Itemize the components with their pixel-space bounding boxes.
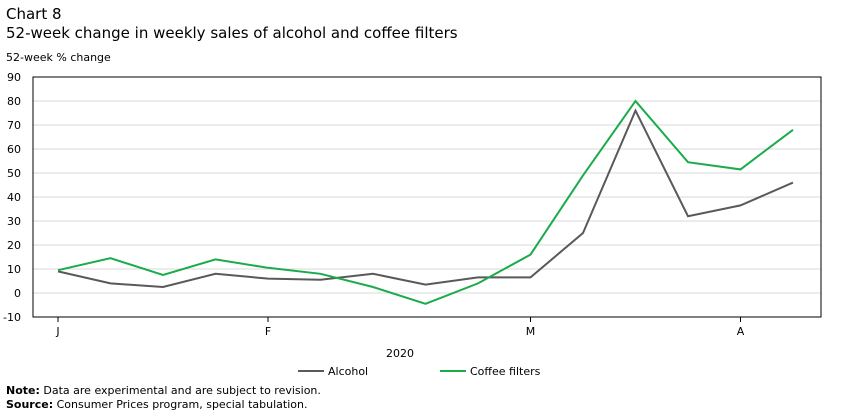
note-text: Data are experimental and are subject to… bbox=[43, 384, 321, 397]
y-tick-label: 80 bbox=[7, 95, 21, 108]
plot-area-border bbox=[32, 76, 822, 318]
source-text: Consumer Prices program, special tabulat… bbox=[56, 398, 308, 411]
x-axis-label: 2020 bbox=[386, 347, 414, 360]
series-line-coffee-filters bbox=[57, 99, 794, 305]
legend-label-coffee-filters: Coffee filters bbox=[470, 365, 541, 378]
chart-title: 52-week change in weekly sales of alcoho… bbox=[6, 24, 458, 42]
x-tick-label: F bbox=[265, 325, 271, 338]
source: Source: Consumer Prices program, special… bbox=[6, 398, 307, 412]
y-tick-label: 30 bbox=[7, 215, 21, 228]
x-tick-label: J bbox=[55, 325, 59, 338]
x-tick-label: A bbox=[737, 325, 745, 338]
note: Note: Data are experimental and are subj… bbox=[6, 384, 321, 398]
y-tick-label: 60 bbox=[7, 143, 21, 156]
y-axis-label: 52-week % change bbox=[6, 51, 111, 64]
y-tick-label: -10 bbox=[3, 311, 21, 324]
chart-number: Chart 8 bbox=[6, 5, 62, 23]
y-tick-label: 0 bbox=[14, 287, 21, 300]
y-tick-label: 70 bbox=[7, 119, 21, 132]
y-tick-label: 20 bbox=[7, 239, 21, 252]
y-tick-label: 40 bbox=[7, 191, 21, 204]
x-tick-label: M bbox=[526, 325, 536, 338]
y-tick-label: 10 bbox=[7, 263, 21, 276]
note-label: Note: bbox=[6, 384, 40, 397]
y-tick-label: 90 bbox=[7, 71, 21, 84]
series-line-alcohol bbox=[57, 108, 794, 289]
source-label: Source: bbox=[6, 398, 54, 411]
legend-label-alcohol: Alcohol bbox=[328, 365, 368, 378]
y-tick-label: 50 bbox=[7, 167, 21, 180]
